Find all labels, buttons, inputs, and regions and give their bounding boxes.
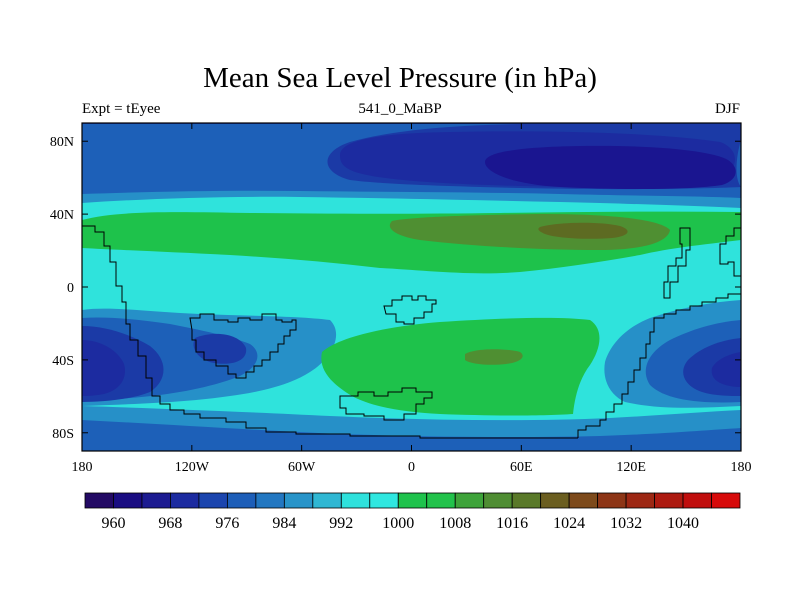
colorbar-label: 1016 (496, 515, 528, 532)
x-tick-label: 180 (72, 460, 93, 475)
field-nh-high-1016 (389, 214, 670, 250)
coastlines (82, 225, 741, 439)
colorbar-swatch (540, 492, 570, 509)
colorbar-swatch (426, 492, 456, 509)
colorbar-swatch (369, 492, 399, 509)
field-sw-976 (82, 340, 126, 396)
colorbar-swatch (397, 492, 428, 509)
period-label: 541_0_MaBP (358, 101, 442, 117)
field-north-968 (485, 145, 736, 190)
colorbar-swatch (113, 492, 143, 509)
y-tick-label: 80N (50, 135, 74, 150)
colorbar-swatch (283, 492, 314, 509)
field-sw-low-pocket (193, 333, 247, 364)
colorbar-swatch (597, 492, 627, 509)
colorbar: 960 968 976 984 992 1000 1008 1016 1024 1032 1040 (84, 492, 741, 532)
coast-south-america-west (82, 225, 578, 439)
y-tick-label: 80S (52, 427, 74, 442)
colorbar-swatch (625, 492, 655, 509)
x-tick-label: 120E (616, 460, 646, 475)
plot-title: Mean Sea Level Pressure (in hPa) (203, 62, 597, 94)
colorbar-swatch (568, 492, 599, 509)
field-south-992 (82, 420, 741, 451)
colorbar-swatch (141, 492, 171, 509)
colorbar-swatch (198, 492, 228, 509)
colorbar-label: 1008 (439, 515, 471, 532)
x-tick-label: 0 (408, 460, 415, 475)
colorbar-swatch (84, 492, 114, 509)
field-se-976 (711, 352, 741, 387)
coast-east-edge (719, 227, 741, 277)
colorbar-swatch (454, 492, 485, 509)
coast-africa (383, 295, 437, 325)
colorbar-swatch (226, 492, 257, 509)
y-tick-label: 0 (67, 281, 74, 296)
y-tick-label: 40N (50, 208, 74, 223)
field-sh-high-1008 (321, 317, 600, 416)
experiment-label: Expt = tEyee (82, 101, 161, 117)
colorbar-label: 984 (272, 515, 296, 532)
contour-field (82, 123, 741, 451)
coast-australia (577, 293, 741, 438)
colorbar-label: 976 (215, 515, 239, 532)
y-axis: 80N 40N 0 40S 80S (50, 135, 741, 442)
coast-antarctic-pen (339, 387, 433, 421)
field-nh-high-1024 (538, 222, 628, 239)
colorbar-swatch (682, 492, 712, 509)
colorbar-swatch (483, 492, 513, 509)
season-label: DJF (714, 101, 740, 117)
colorbar-swatch (711, 492, 741, 509)
colorbar-label: 992 (329, 515, 353, 532)
colorbar-label: 1024 (553, 515, 585, 532)
x-tick-label: 120W (175, 460, 210, 475)
colorbar-label: 1032 (610, 515, 642, 532)
colorbar-swatch (511, 492, 542, 509)
x-tick-label: 60E (510, 460, 533, 475)
x-axis: 180 120W 60W 0 60E 120E 180 (72, 123, 752, 475)
colorbar-swatch (255, 492, 285, 509)
y-tick-label: 40S (52, 354, 74, 369)
colorbar-swatch (312, 492, 342, 509)
colorbar-label: 968 (158, 515, 182, 532)
x-tick-label: 180 (731, 460, 752, 475)
x-tick-label: 60W (288, 460, 316, 475)
colorbar-label: 960 (101, 515, 125, 532)
colorbar-swatch (340, 492, 371, 509)
coast-south-america (189, 313, 297, 379)
field-sh-high-1016 (465, 349, 523, 365)
colorbar-swatch (654, 492, 684, 509)
colorbar-label: 1000 (382, 515, 414, 532)
colorbar-label: 1040 (667, 515, 699, 532)
coast-east-asia (663, 227, 691, 299)
colorbar-swatch (170, 492, 200, 509)
